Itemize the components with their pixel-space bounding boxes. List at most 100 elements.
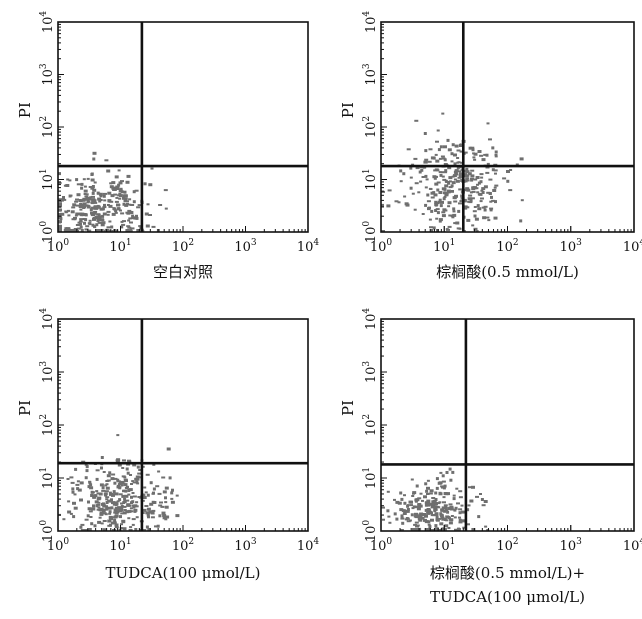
event-point bbox=[467, 504, 471, 507]
event-point bbox=[83, 189, 88, 193]
event-point bbox=[473, 186, 477, 190]
event-point bbox=[92, 157, 96, 161]
event-point bbox=[470, 146, 475, 149]
event-point bbox=[61, 198, 64, 202]
event-point bbox=[454, 144, 459, 148]
event-point bbox=[393, 498, 396, 501]
y-tick-label: 101 bbox=[39, 467, 56, 489]
event-point bbox=[75, 224, 80, 226]
event-point bbox=[77, 488, 82, 492]
event-point bbox=[461, 519, 466, 523]
event-point bbox=[124, 203, 129, 207]
event-point bbox=[122, 220, 126, 223]
event-point bbox=[151, 509, 156, 512]
event-point bbox=[64, 227, 68, 231]
event-point bbox=[92, 494, 96, 498]
event-point bbox=[122, 482, 126, 485]
event-point bbox=[85, 193, 89, 196]
event-point bbox=[84, 195, 89, 198]
event-point bbox=[144, 505, 149, 507]
event-point bbox=[89, 486, 94, 490]
event-point bbox=[469, 191, 473, 194]
y-tick-label: 103 bbox=[39, 361, 56, 384]
event-point bbox=[138, 496, 142, 499]
event-point bbox=[152, 487, 156, 491]
event-point bbox=[465, 187, 469, 191]
event-point bbox=[447, 201, 452, 205]
event-point bbox=[133, 510, 137, 513]
event-point bbox=[164, 207, 168, 210]
event-point bbox=[81, 198, 86, 202]
event-point bbox=[88, 229, 92, 232]
event-point bbox=[90, 186, 95, 190]
event-point bbox=[468, 146, 472, 150]
event-point bbox=[143, 486, 147, 489]
event-point bbox=[113, 186, 117, 190]
event-point bbox=[438, 501, 442, 504]
event-point bbox=[439, 471, 443, 474]
event-point bbox=[119, 515, 122, 519]
event-point bbox=[432, 226, 436, 230]
axis-ticks bbox=[57, 21, 309, 233]
event-point bbox=[421, 176, 425, 178]
y-tick-label: 100 bbox=[39, 520, 56, 543]
event-point bbox=[453, 178, 457, 181]
event-point bbox=[438, 218, 443, 222]
event-point bbox=[160, 505, 165, 508]
event-point bbox=[452, 494, 456, 497]
event-point bbox=[87, 485, 91, 489]
event-point bbox=[462, 198, 467, 202]
event-point bbox=[137, 472, 142, 475]
event-point bbox=[75, 178, 79, 182]
event-point bbox=[125, 487, 129, 490]
event-point bbox=[145, 511, 149, 515]
y-tick-label: 101 bbox=[39, 168, 56, 190]
x-tick-label: 103 bbox=[560, 238, 583, 255]
event-point bbox=[413, 515, 418, 518]
event-point bbox=[475, 187, 479, 190]
event-point bbox=[127, 209, 132, 213]
event-point bbox=[129, 221, 133, 224]
event-point bbox=[91, 199, 96, 203]
event-point bbox=[144, 212, 149, 216]
event-point bbox=[94, 201, 98, 204]
event-point bbox=[439, 512, 443, 516]
y-axis-title: PI bbox=[339, 102, 357, 118]
event-point bbox=[481, 504, 486, 507]
event-point bbox=[142, 496, 147, 499]
event-point bbox=[98, 200, 102, 203]
event-point bbox=[403, 501, 407, 505]
event-point bbox=[67, 510, 72, 514]
event-point bbox=[84, 463, 88, 466]
event-point bbox=[99, 195, 103, 198]
event-point bbox=[58, 198, 62, 202]
event-point bbox=[444, 180, 448, 183]
event-point bbox=[151, 500, 155, 504]
event-point bbox=[92, 504, 95, 508]
event-point bbox=[89, 516, 93, 518]
event-point bbox=[132, 200, 136, 204]
event-point bbox=[444, 184, 449, 188]
event-point bbox=[397, 501, 402, 505]
event-point bbox=[477, 515, 481, 519]
event-point bbox=[88, 481, 92, 485]
event-point bbox=[475, 495, 479, 498]
event-point bbox=[112, 521, 117, 525]
event-point bbox=[414, 512, 418, 516]
event-point bbox=[427, 160, 432, 163]
event-point bbox=[473, 227, 478, 231]
event-point bbox=[116, 480, 121, 483]
event-point bbox=[429, 226, 433, 229]
event-point bbox=[467, 197, 472, 201]
event-point bbox=[122, 501, 126, 504]
event-point bbox=[67, 500, 71, 503]
event-point bbox=[78, 205, 83, 208]
event-point bbox=[411, 192, 415, 195]
event-point bbox=[115, 502, 119, 506]
event-point bbox=[459, 175, 463, 179]
event-point bbox=[436, 129, 440, 132]
event-point bbox=[417, 503, 422, 505]
event-point bbox=[488, 192, 492, 195]
event-point bbox=[84, 476, 88, 480]
event-point bbox=[388, 521, 392, 524]
